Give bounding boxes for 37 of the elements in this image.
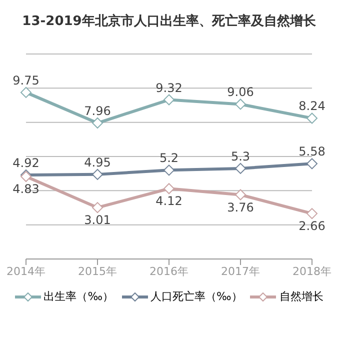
data-label: 5.2 — [159, 151, 179, 166]
data-label: 3.76 — [227, 200, 254, 214]
point — [235, 98, 246, 110]
data-label: 7.96 — [84, 104, 111, 118]
point — [20, 86, 32, 98]
data-label: 5.58 — [298, 144, 326, 159]
x-tick-label: 2017年 — [221, 264, 260, 278]
point — [306, 208, 318, 220]
data-label: 9.06 — [227, 85, 254, 100]
legend-label: 出生率（‰） — [44, 289, 114, 304]
point — [164, 94, 174, 106]
data-label: 3.01 — [84, 213, 111, 228]
point — [92, 168, 103, 180]
point — [92, 202, 103, 214]
data-label: 5.3 — [230, 149, 250, 164]
point — [164, 164, 174, 176]
legend-label: 自然增长 — [279, 289, 324, 304]
legend-label: 人口死亡率（‰） — [150, 289, 242, 304]
data-label: 4.95 — [84, 155, 111, 170]
data-label: 9.75 — [12, 73, 40, 88]
point — [92, 118, 103, 129]
x-tick-label: 2018年 — [292, 264, 332, 278]
point — [306, 112, 318, 124]
x-tick-label: 2015年 — [78, 264, 117, 278]
data-label: 8.24 — [298, 99, 326, 114]
point — [235, 162, 246, 174]
data-label: 4.12 — [156, 194, 182, 208]
point — [235, 189, 246, 200]
x-tick-label: 2016年 — [150, 264, 188, 278]
data-label: 2.66 — [298, 219, 326, 234]
point — [306, 158, 318, 170]
x-tick-label: 2014年 — [6, 264, 46, 278]
data-label: 9.32 — [156, 80, 182, 95]
point — [164, 183, 174, 194]
data-label: 4.83 — [12, 182, 40, 196]
chart-title: 13-2019年北京市人口出生率、死亡率及自然增长 — [21, 12, 317, 31]
data-label: 4.92 — [12, 156, 40, 170]
